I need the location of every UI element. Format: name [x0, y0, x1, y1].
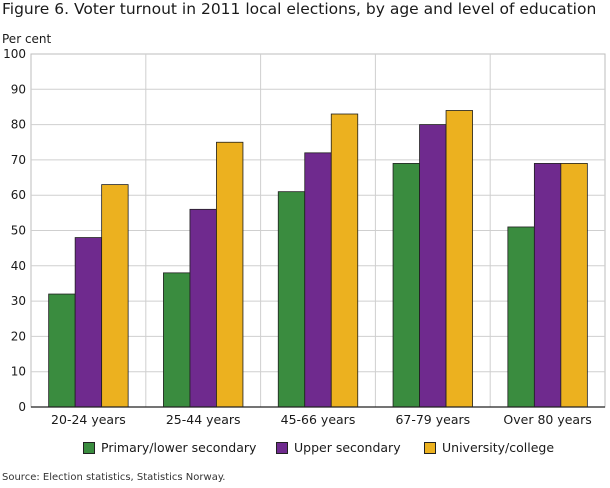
y-axis-label: Per cent: [2, 32, 52, 46]
bar: [101, 184, 129, 408]
source-note: Source: Election statistics, Statistics …: [2, 472, 226, 483]
y-tick-label: 60: [11, 188, 26, 202]
bar: [392, 163, 420, 408]
bar: [48, 293, 76, 408]
legend-swatch-upper-secondary: [276, 441, 288, 454]
bar: [560, 163, 588, 408]
x-tick-label: 20-24 years: [51, 412, 126, 427]
x-tick-label: 25-44 years: [166, 412, 241, 427]
legend-swatch-primary: [83, 441, 95, 454]
legend-swatch-university: [424, 441, 436, 454]
x-tick-label: Over 80 years: [503, 412, 591, 427]
y-tick-label: 10: [11, 365, 26, 379]
legend-label-upper-secondary: Upper secondary: [294, 440, 401, 455]
y-tick-label: 80: [11, 118, 26, 132]
bar: [304, 152, 332, 408]
y-tick-label: 90: [11, 82, 26, 96]
bar: [507, 226, 535, 408]
bar: [74, 237, 103, 408]
x-tick-label: 45-66 years: [281, 412, 356, 427]
bar: [445, 110, 473, 408]
bar: [330, 113, 359, 408]
bar: [189, 208, 217, 408]
bar: [216, 141, 244, 408]
bar: [277, 191, 306, 408]
x-tick-label: 67-79 years: [395, 412, 470, 427]
bar: [419, 124, 447, 408]
y-tick-label: 70: [11, 153, 26, 167]
y-tick-label: 40: [11, 259, 26, 273]
legend-label-primary: Primary/lower secondary: [101, 440, 257, 455]
bar: [163, 272, 191, 408]
legend-label-university: University/college: [442, 440, 555, 455]
y-tick-label: 100: [3, 47, 26, 61]
legend-item-upper-secondary: Upper secondary: [276, 440, 401, 455]
y-tick-label: 50: [11, 224, 26, 238]
legend-item-primary: Primary/lower secondary: [83, 440, 256, 455]
bar: [533, 163, 562, 408]
y-tick-label: 0: [18, 400, 26, 414]
legend-item-university: University/college: [424, 440, 554, 455]
chart-title: Figure 6. Voter turnout in 2011 local el…: [2, 0, 597, 18]
y-tick-label: 20: [11, 329, 26, 343]
y-tick-label: 30: [11, 294, 26, 308]
legend: Primary/lower secondary Upper secondary …: [0, 440, 610, 460]
